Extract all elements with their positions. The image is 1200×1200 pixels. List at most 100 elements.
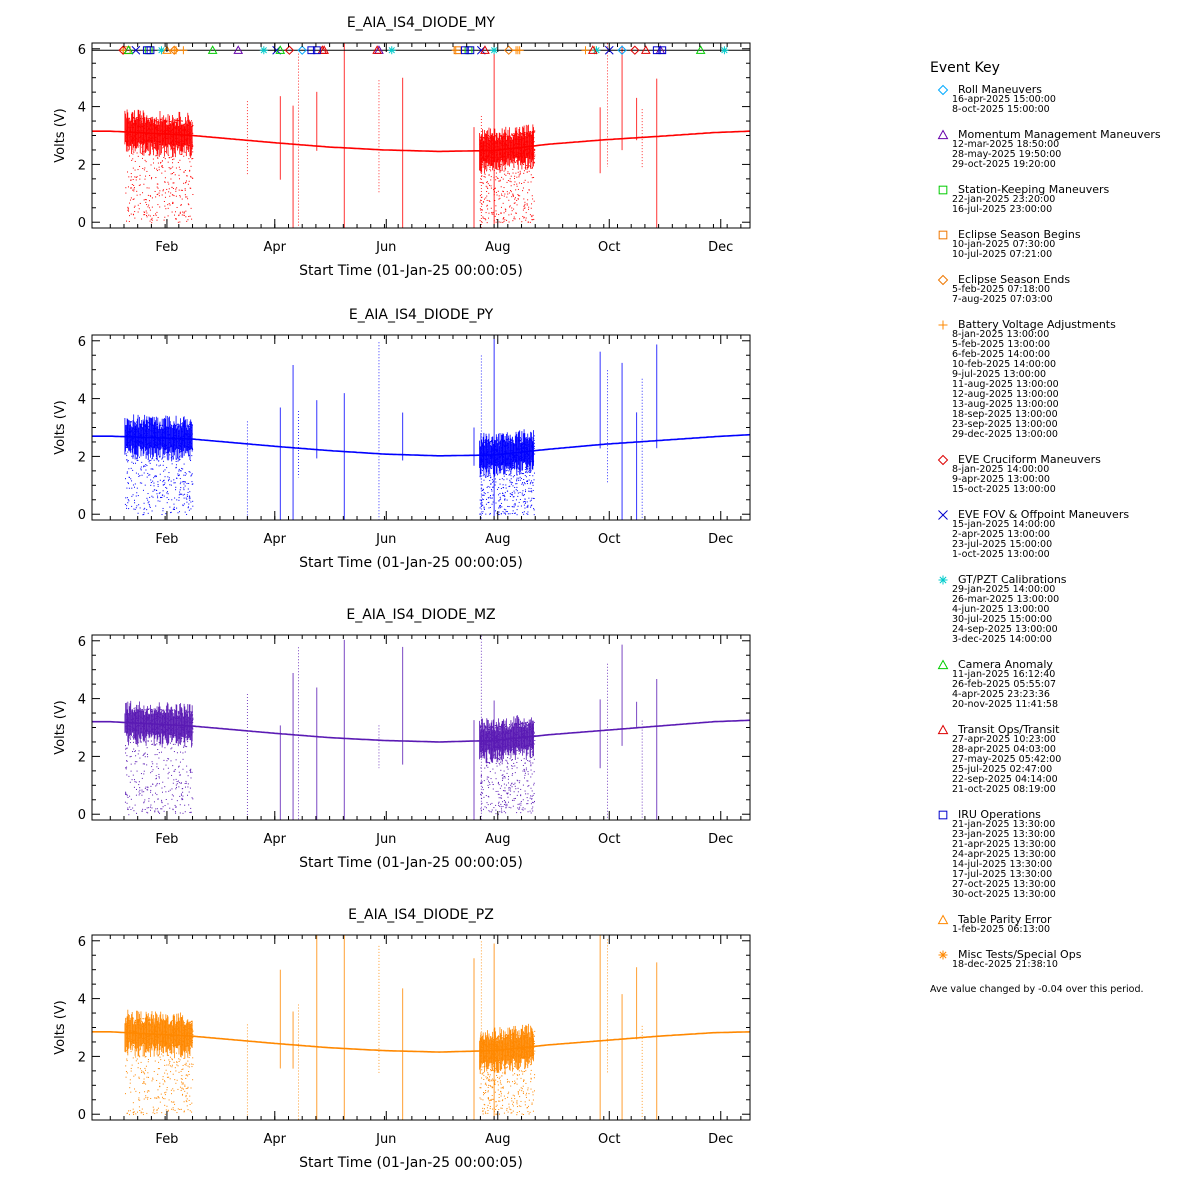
data-point [190,508,192,510]
data-point [483,198,485,200]
data-point [488,135,490,137]
data-point [502,190,504,192]
data-point [156,782,158,784]
data-point [185,736,187,738]
data-point [510,189,512,191]
data-point [525,212,527,214]
data-point [132,116,134,118]
data-point [525,219,527,221]
data-point [490,441,492,443]
data-point [153,459,155,461]
data-point [170,480,172,482]
data-point [151,510,153,512]
data-point [185,182,187,184]
data-point [509,173,511,175]
data-point [148,501,150,503]
data-point [505,210,507,212]
data-point [179,761,181,763]
data-point [151,197,153,199]
data-point [499,507,501,509]
data-point [511,196,513,198]
data-point [130,467,132,469]
data-point [164,151,166,153]
data-point [192,193,194,195]
data-point [158,166,160,168]
data-point [511,513,513,515]
data-point [125,791,127,793]
data-point [504,498,506,500]
data-point [490,495,492,497]
data-point [183,746,185,748]
data-point [485,476,487,478]
data-point [504,495,506,497]
data-point [162,494,164,496]
data-point [495,481,497,483]
data-point [144,808,146,810]
data-point [127,461,129,463]
data-point [534,149,536,151]
data-point [136,812,138,814]
data-point [481,203,483,205]
data-point [500,221,502,223]
data-point [187,737,189,739]
data-point [482,216,484,218]
data-point [135,176,137,178]
data-point [483,509,485,511]
data-point [178,214,180,216]
data-point [516,185,518,187]
data-point [506,196,508,198]
data-point [177,474,179,476]
data-point [511,442,513,444]
data-point [140,469,142,471]
data-point [533,497,535,499]
x-tick-label: Jun [375,532,396,547]
data-point [129,756,131,758]
data-point [163,200,165,202]
data-point [533,472,535,474]
data-point [188,215,190,217]
data-point [146,807,148,809]
data-point [137,753,139,755]
data-point [127,499,129,501]
data-point [158,195,160,197]
data-point [512,194,514,196]
data-point [503,187,505,189]
data-point [491,213,493,215]
data-point [124,503,126,505]
data-point [504,492,506,494]
data-point [187,711,189,713]
data-point [190,770,192,772]
data-point [492,494,494,496]
data-point [153,147,155,149]
data-point [128,215,130,217]
data-point [483,492,485,494]
data-point [183,182,185,184]
data-point [190,475,192,477]
data-point [152,794,154,796]
data-point [184,511,186,513]
data-point [139,475,141,477]
data-point [143,199,145,201]
data-point [143,214,145,216]
event-marker [466,46,475,55]
data-point [154,190,156,192]
data-point [158,752,160,754]
data-point [144,211,146,213]
data-point [179,221,181,223]
data-point [176,424,178,426]
data-point [146,170,148,172]
data-point [490,207,492,209]
data-point [515,161,517,163]
data-point [529,483,531,485]
data-point [191,455,193,457]
data-point [184,188,186,190]
data-point [141,447,143,449]
data-point [150,708,152,710]
data-point [167,777,169,779]
data-point [152,480,154,482]
data-point [512,510,514,512]
data-point [132,774,134,776]
data-point [511,207,513,209]
data-point [148,708,150,710]
data-point [479,220,481,222]
